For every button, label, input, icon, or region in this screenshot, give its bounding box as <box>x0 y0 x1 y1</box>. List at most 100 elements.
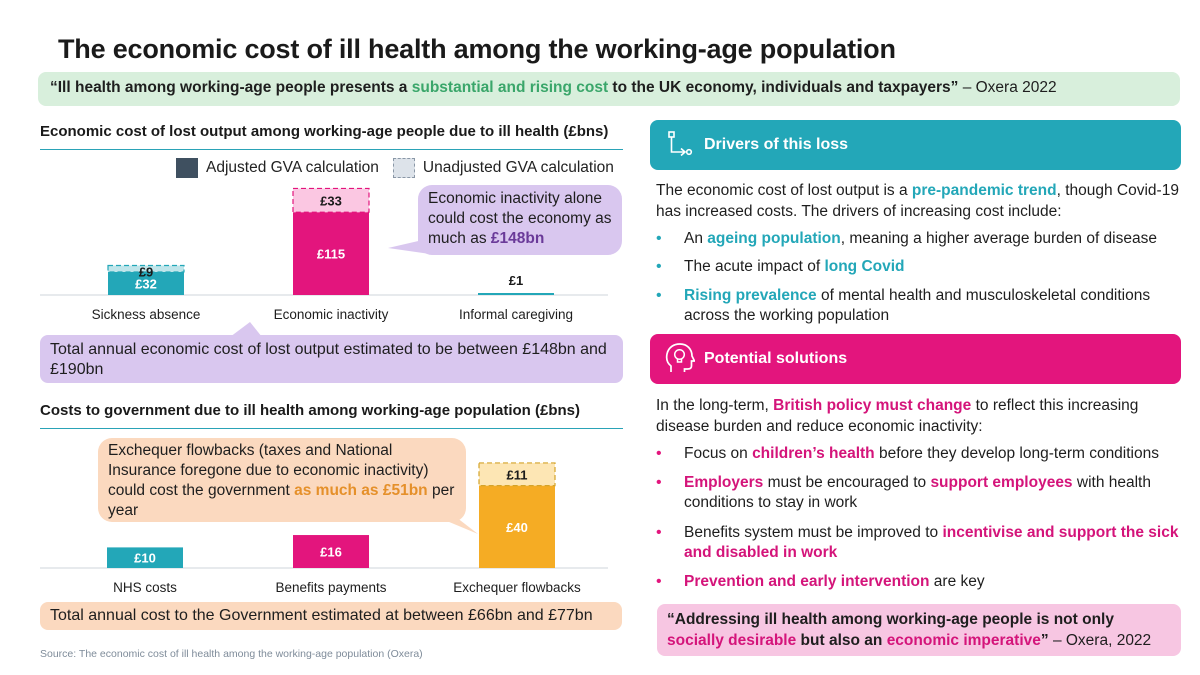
closing-quote-hl2: economic imperative <box>886 632 1041 649</box>
drivers-bullet: Rising prevalence of mental health and m… <box>656 286 1180 326</box>
drivers-bullet-2-hl: Rising prevalence <box>684 287 817 304</box>
category-label-nhs-costs: NHS costs <box>113 580 177 595</box>
solutions-bullet-3-hl: Prevention and early intervention <box>684 573 930 590</box>
bar-sickness-absence-adjusted <box>108 271 184 295</box>
bar-sickness-absence-unadjusted <box>107 264 185 273</box>
bar-label-0-primary: £32 <box>135 276 157 291</box>
drivers-intro-hl: pre-pandemic trend <box>911 182 1057 199</box>
chart2-title: Costs to government due to ill health am… <box>40 402 581 419</box>
bar-label-1-secondary: £33 <box>320 193 342 208</box>
drivers-header: Drivers of this loss <box>650 120 1181 170</box>
chart1-legend: Adjusted GVA calculation Unadjusted GVA … <box>176 158 628 178</box>
bar-label-2-secondary: £11 <box>507 467 528 482</box>
drivers-bullet-2-post: of mental health and musculoskeletal con… <box>684 287 1151 324</box>
bubble-economic-inactivity: Economic inactivity alone could cost the… <box>418 185 622 255</box>
drivers-bullet-1-hl: long Covid <box>824 258 905 275</box>
bar-informal-caregiving-adjusted <box>478 293 554 295</box>
quote-part1: “Ill health among working-age people pre… <box>50 79 412 96</box>
bar-label-1-primary: £16 <box>320 545 342 560</box>
bubble2-value: as much as £51bn <box>294 482 428 499</box>
legend-adjusted-label: Adjusted GVA calculation <box>206 159 379 176</box>
solutions-intro-hl: British policy must change <box>773 397 972 414</box>
chart2-rule <box>40 428 623 429</box>
solutions-heading: Potential solutions <box>704 350 848 367</box>
solutions-bullet: Prevention and early intervention are ke… <box>656 572 1180 592</box>
bubble-exchequer: Exchequer flowbacks (taxes and National … <box>98 438 466 522</box>
legend-unadjusted: Unadjusted GVA calculation <box>392 158 614 178</box>
chart1-title: Economic cost of lost output among worki… <box>40 123 609 140</box>
bubble2-text: Exchequer flowbacks (taxes and National … <box>108 442 429 499</box>
bar-label-1-primary: £115 <box>317 247 345 262</box>
drivers-bullet-0-pre: An <box>684 230 708 247</box>
solutions-bullet-1-mid: must be encouraged to <box>763 474 931 491</box>
flow-arrow-icon <box>656 120 704 170</box>
solutions-intro1: In the long-term, <box>656 397 774 414</box>
drivers-bullet-0-hl: ageing population <box>707 230 841 247</box>
solutions-bullet-0-hl: children’s health <box>752 445 875 462</box>
solutions-bullet-0-post: before they develop long-term conditions <box>874 445 1159 462</box>
drivers-intro2: , though Covid-19 has increased costs. T… <box>656 182 1179 220</box>
category-label-informal-caregiving: Informal caregiving <box>459 307 573 322</box>
bubble2-text2: per year <box>108 482 455 519</box>
drivers-bullet-1-pre: The acute impact of <box>684 258 825 275</box>
total1-value: £148bn and £190bn <box>50 341 607 378</box>
total-lost-output-box: Total annual economic cost of lost outpu… <box>40 335 623 383</box>
solutions-bullet-2-pre: Benefits system must be improved to <box>684 524 943 541</box>
solutions-bullet-0-pre: Focus on <box>684 445 753 462</box>
bubble1-value: £148bn <box>490 230 545 247</box>
bar-label-2-primary: £40 <box>506 520 528 535</box>
head-lightbulb-icon <box>656 334 704 384</box>
solutions-bullet: Benefits system must be improved to ince… <box>656 523 1180 563</box>
solutions-bullet-1-hl2: support employees <box>930 474 1073 491</box>
quote-banner: “Ill health among working-age people pre… <box>38 72 1180 106</box>
bar-exchequer-flowbacks-unadjusted <box>478 462 556 487</box>
quote-highlight: substantial and rising cost <box>411 79 609 96</box>
solutions-bullet: Focus on children’s health before they d… <box>656 444 1180 464</box>
drivers-intro1: The economic cost of lost output is a <box>656 182 912 199</box>
bar-benefits-payments-adjusted <box>293 535 369 568</box>
closing-quote-part1: “Addressing ill health among working-age… <box>667 611 1114 628</box>
total2-text: Total annual cost to the Government esti… <box>50 607 469 624</box>
closing-quote-part3: ” <box>1040 632 1049 649</box>
total-government-box: Total annual cost to the Government esti… <box>40 602 622 630</box>
chart1-rule <box>40 149 623 150</box>
closing-quote-attribution: – Oxera, 2022 <box>1048 632 1152 649</box>
total1-text: Total annual economic cost of lost outpu… <box>50 341 523 358</box>
solutions-bullet-1-hl: Employers <box>684 474 764 491</box>
page-title: The economic cost of ill health among th… <box>58 34 896 64</box>
solutions-intro: In the long-term, British policy must ch… <box>656 395 1180 437</box>
closing-quote: “Addressing ill health among working-age… <box>657 604 1181 656</box>
drivers-bullet: An ageing population, meaning a higher a… <box>656 229 1180 249</box>
bar-exchequer-flowbacks-adjusted <box>479 485 555 568</box>
bar-economic-inactivity-adjusted <box>293 212 369 295</box>
solutions-intro2: to reflect this increasing disease burde… <box>656 397 1139 435</box>
closing-quote-hl1: socially desirable <box>667 632 797 649</box>
bar-label-2-primary: £1 <box>509 273 523 288</box>
closing-quote-part2: but also an <box>796 632 887 649</box>
source-note: Source: The economic cost of ill health … <box>40 648 423 660</box>
total2-value: £66bn and £77bn <box>468 607 593 624</box>
quote-part2: to the UK economy, individuals and taxpa… <box>608 79 959 96</box>
bar-nhs-costs-adjusted <box>107 547 183 568</box>
legend-unadjusted-swatch <box>392 158 415 178</box>
drivers-bullet: The acute impact of long Covid <box>656 257 1180 277</box>
bubble1-text: Economic inactivity alone could cost the… <box>428 190 612 247</box>
quote-attribution: – Oxera 2022 <box>958 79 1057 96</box>
category-label-sickness-absence: Sickness absence <box>92 307 201 322</box>
solutions-bullet: Employers must be encouraged to support … <box>656 473 1180 513</box>
solutions-bullet-3-post: are key <box>929 573 985 590</box>
drivers-heading: Drivers of this loss <box>704 136 849 153</box>
total1-tail <box>230 322 262 337</box>
category-label-benefits-payments: Benefits payments <box>275 580 386 595</box>
drivers-bullet-0-post: , meaning a higher average burden of dis… <box>840 230 1157 247</box>
drivers-intro: The economic cost of lost output is a pr… <box>656 180 1180 222</box>
category-label-economic-inactivity: Economic inactivity <box>274 307 389 322</box>
legend-adjusted-swatch <box>176 158 198 178</box>
solutions-bullet-2-hl: incentivise and support the sick and dis… <box>684 524 1179 561</box>
bar-label-0-secondary: £9 <box>139 264 153 279</box>
bar-economic-inactivity-unadjusted <box>292 187 370 213</box>
legend-adjusted: Adjusted GVA calculation <box>176 158 379 178</box>
solutions-bullet-1-post: with health conditions to stay in work <box>684 474 1151 511</box>
category-label-exchequer-flowbacks: Exchequer flowbacks <box>453 580 581 595</box>
